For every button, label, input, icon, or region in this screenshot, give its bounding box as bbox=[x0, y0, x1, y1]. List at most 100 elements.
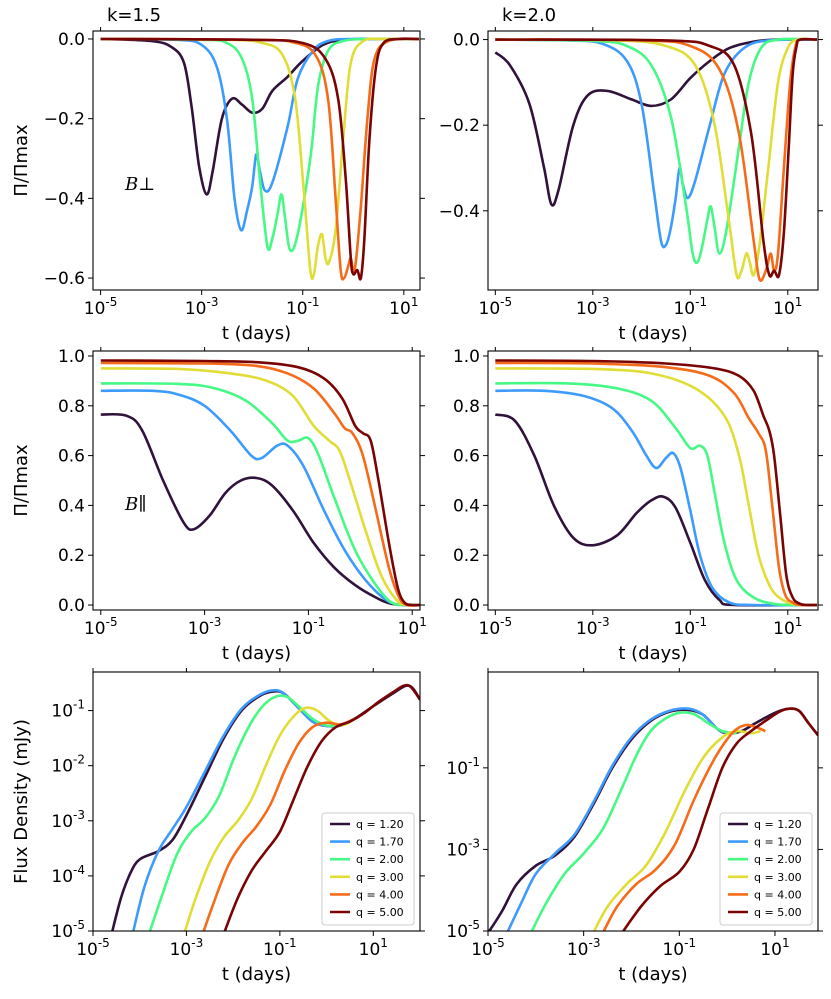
y-tick-label: 0.0 bbox=[453, 596, 480, 616]
series-line-3.00 bbox=[592, 729, 761, 931]
series-group bbox=[494, 37, 818, 282]
y-tick-label: 0.8 bbox=[453, 397, 480, 417]
x-tick-label: 10-1 bbox=[263, 936, 297, 960]
field-annotation: B∥ bbox=[124, 494, 147, 515]
y-tick-label: 0.2 bbox=[58, 546, 85, 566]
series-line-5.00 bbox=[495, 37, 818, 279]
series-line-1.20 bbox=[100, 412, 420, 607]
y-tick-label: 0.8 bbox=[58, 397, 85, 417]
y-tick-label: 0.4 bbox=[453, 496, 480, 516]
y-tick-label: −0.4 bbox=[44, 189, 85, 209]
x-tick-label: 10-5 bbox=[84, 295, 118, 319]
x-tick-label: 10-3 bbox=[576, 615, 610, 639]
y-tick-label: −0.6 bbox=[44, 269, 85, 289]
x-tick-label: 101 bbox=[398, 615, 427, 639]
series-line-5.00 bbox=[100, 359, 420, 607]
x-tick-label: 101 bbox=[773, 295, 802, 319]
series-line-1.70 bbox=[495, 38, 818, 249]
series-line-2.00 bbox=[148, 694, 341, 931]
plot-frame bbox=[92, 671, 421, 932]
legend-label: q = 1.20 bbox=[754, 818, 802, 831]
y-axis-label: Π/Πmax bbox=[11, 444, 32, 517]
x-axis-label: t (days) bbox=[222, 643, 291, 664]
x-tick-label: 10-3 bbox=[185, 295, 219, 319]
series-line-2.00 bbox=[530, 711, 737, 931]
y-tick-label: 0.6 bbox=[453, 447, 480, 467]
y-tick-label: 10-1 bbox=[51, 698, 85, 722]
series-line-5.00 bbox=[100, 37, 420, 281]
series-line-3.00 bbox=[100, 367, 420, 607]
series-line-5.00 bbox=[495, 359, 818, 607]
field-annotation: B⊥ bbox=[124, 174, 155, 195]
legend-label: q = 1.20 bbox=[356, 818, 404, 831]
legend-label: q = 2.00 bbox=[754, 853, 802, 866]
series-line-4.00 bbox=[100, 361, 420, 607]
series-line-3.00 bbox=[100, 37, 420, 281]
series-line-4.00 bbox=[495, 361, 818, 607]
legend-label: q = 3.00 bbox=[754, 871, 802, 884]
series-line-1.20 bbox=[494, 38, 818, 207]
x-axis-label: t (days) bbox=[222, 323, 291, 344]
legend-label: q = 5.00 bbox=[754, 906, 802, 919]
series-line-1.70 bbox=[132, 688, 341, 931]
panel-title: k=2.0 bbox=[502, 5, 556, 26]
legend-label: q = 1.70 bbox=[754, 836, 802, 849]
x-tick-label: 101 bbox=[359, 936, 388, 960]
x-tick-label: 10-1 bbox=[662, 936, 696, 960]
legend-label: q = 2.00 bbox=[356, 853, 404, 866]
series-line-1.70 bbox=[495, 389, 818, 607]
y-tick-label: 10-2 bbox=[51, 753, 85, 777]
x-tick-label: 10-5 bbox=[84, 615, 118, 639]
y-tick-label: 10-1 bbox=[446, 755, 480, 779]
x-tick-label: 10-1 bbox=[673, 295, 707, 319]
legend: q = 1.20 q = 1.70 q = 2.00 q = 3.00 q = 4.00… bbox=[719, 812, 813, 926]
plot-frame bbox=[487, 671, 819, 932]
x-tick-label: 101 bbox=[760, 936, 789, 960]
x-tick-label: 10-5 bbox=[479, 615, 513, 639]
x-tick-label: 10-3 bbox=[576, 295, 610, 319]
legend-label: q = 3.00 bbox=[356, 871, 404, 884]
x-axis-label: t (days) bbox=[618, 323, 687, 344]
panel-pol-par-k15: 10-5 10-3 10-1 101 0.0 0.2 0.4 0.6 0.8 1.0 t (days… bbox=[11, 347, 427, 664]
x-tick-label: 10-1 bbox=[292, 615, 326, 639]
series-line-4.00 bbox=[100, 37, 420, 281]
series-line-4.00 bbox=[202, 717, 356, 931]
x-axis-label: t (days) bbox=[618, 964, 687, 985]
legend: q = 1.20 q = 1.70 q = 2.00 q = 3.00 q = 4.00… bbox=[321, 812, 415, 926]
x-tick-label: 10-3 bbox=[188, 615, 222, 639]
series-line-1.70 bbox=[506, 707, 728, 931]
y-tick-label: 10-3 bbox=[51, 808, 85, 832]
x-axis-label: t (days) bbox=[618, 643, 687, 664]
x-tick-label: 10-1 bbox=[286, 295, 320, 319]
series-line-3.00 bbox=[495, 37, 818, 280]
y-axis-label: Π/Πmax bbox=[11, 124, 32, 197]
x-axis-label: t (days) bbox=[222, 964, 291, 985]
plot-frame bbox=[487, 30, 819, 291]
x-tick-label: 10-5 bbox=[479, 295, 513, 319]
panel-pol-par-k20: 10-5 10-3 10-1 101 0.0 0.2 0.4 0.6 0.8 1.0 t (days… bbox=[453, 347, 823, 664]
plot-frame bbox=[92, 30, 421, 291]
series-line-1.70 bbox=[100, 389, 420, 607]
y-tick-label: 10-4 bbox=[51, 863, 85, 887]
x-tick-label: 101 bbox=[389, 295, 418, 319]
panel-pol-perp-k20: 10-5 10-3 10-1 101 0.0 −0.2 −0.4 t (days) k=2.0 bbox=[439, 5, 823, 344]
series-line-2.00 bbox=[100, 37, 420, 253]
panel-flux-k20: 10-5 10-3 10-1 101 10-1 10-3 10-5 t (days) q = 1… bbox=[446, 668, 823, 985]
series-group bbox=[111, 683, 420, 931]
y-tick-label: 0.0 bbox=[58, 30, 85, 50]
panel-flux-k15: 10-5 10-3 10-1 101 10-1 10-2 10-3 10-4 10-5 t (da… bbox=[11, 668, 425, 985]
x-tick-label: 101 bbox=[773, 615, 802, 639]
panel-pol-perp-k15: 10-5 10-3 10-1 101 0.0 −0.2 −0.4 −0.6 t (days) Π/… bbox=[11, 5, 425, 344]
y-tick-label: 1.0 bbox=[58, 347, 85, 367]
y-axis-label: Flux Density (mJy) bbox=[11, 719, 32, 884]
series-line-5.00 bbox=[223, 683, 420, 931]
y-tick-label: 10-3 bbox=[446, 836, 480, 860]
series-line-1.20 bbox=[100, 37, 420, 196]
series-group bbox=[100, 359, 420, 607]
plot-frame bbox=[487, 350, 819, 611]
y-tick-label: −0.2 bbox=[44, 110, 85, 130]
y-tick-label: 0.0 bbox=[453, 31, 480, 51]
plot-frame bbox=[92, 350, 421, 611]
y-tick-label: 0.6 bbox=[58, 447, 85, 467]
